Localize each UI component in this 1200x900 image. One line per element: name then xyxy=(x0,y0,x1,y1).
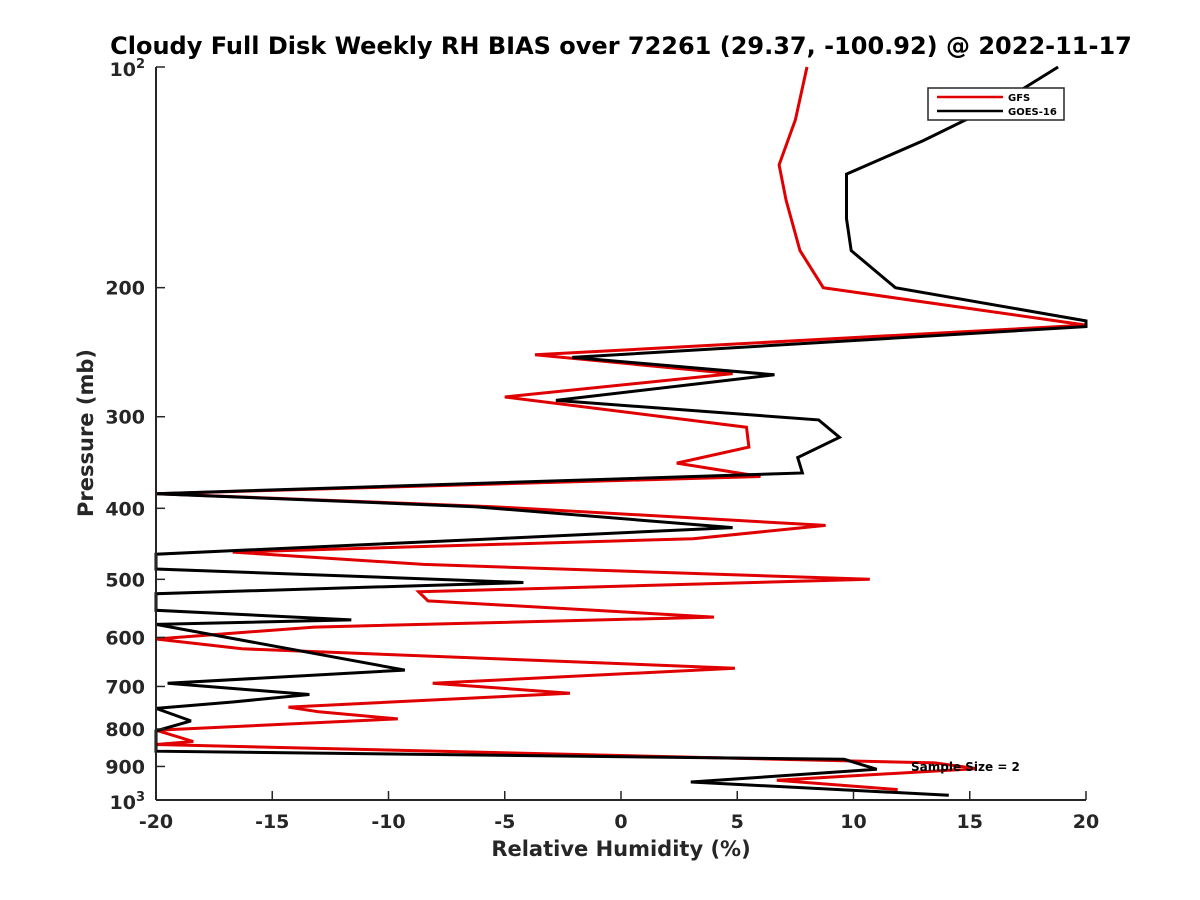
sample-size-annotation: Sample Size = 2 xyxy=(911,760,1020,774)
x-tick-label: 5 xyxy=(731,811,744,833)
y-tick-label: 200 xyxy=(105,278,145,300)
x-tick-label: 10 xyxy=(840,811,866,833)
y-tick-label: 900 xyxy=(105,756,145,778)
x-axis-label: Relative Humidity (%) xyxy=(491,837,750,861)
y-tick-label-bottom: 103 xyxy=(110,790,146,814)
series-layer xyxy=(154,65,1088,797)
plot-area xyxy=(156,67,1086,800)
y-tick-label: 600 xyxy=(105,627,145,649)
y-tick-label: 500 xyxy=(105,569,145,591)
x-tick-label: 20 xyxy=(1073,811,1099,833)
chart-title: Cloudy Full Disk Weekly RH BIAS over 722… xyxy=(110,32,1132,60)
y-tick-label: 800 xyxy=(105,719,145,741)
x-tick-label: 15 xyxy=(957,811,983,833)
y-tick-label: 300 xyxy=(105,407,145,429)
series-line-gfs xyxy=(155,66,1087,792)
x-ticks: -20 -15 -10 -5 0 5 10 15 20 xyxy=(139,791,1099,833)
legend-label-gfs: GFS xyxy=(1008,93,1030,104)
legend: GFS GOES-16 xyxy=(927,87,1065,121)
series-line-goes-16 xyxy=(154,65,1088,797)
x-tick-label: 0 xyxy=(614,811,627,833)
legend-label-goes16: GOES-16 xyxy=(1008,107,1057,118)
y-tick-label: 400 xyxy=(105,498,145,520)
legend-box xyxy=(927,87,1065,121)
x-tick-label: -20 xyxy=(139,811,173,833)
y-tick-label-top: 102 xyxy=(110,57,146,81)
x-tick-label: -10 xyxy=(371,811,405,833)
x-tick-label: -5 xyxy=(494,811,515,833)
y-ticks: 200 300 400 500 600 700 800 900 102 103 xyxy=(105,57,165,814)
y-tick-label: 700 xyxy=(105,676,145,698)
x-tick-label: -15 xyxy=(255,811,289,833)
y-axis-label: Pressure (mb) xyxy=(74,349,98,517)
